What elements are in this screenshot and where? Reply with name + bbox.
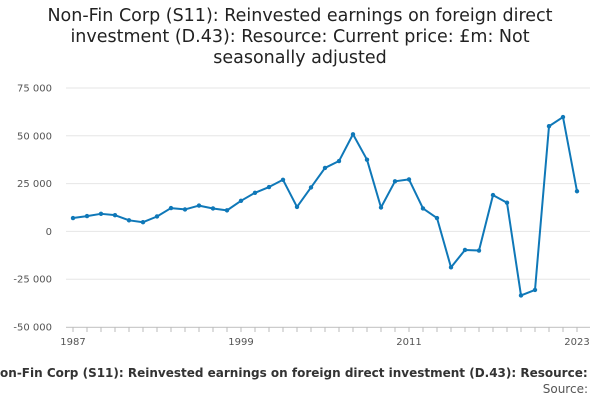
data-point[interactable] [322, 165, 328, 171]
data-point[interactable] [308, 185, 314, 190]
data-point[interactable] [392, 179, 398, 184]
data-point[interactable] [560, 114, 566, 120]
data-point[interactable] [378, 205, 384, 210]
y-tick-label: -25 000 [13, 275, 52, 286]
legend: Non-Fin Corp (S11): Reinvested earnings … [0, 366, 590, 380]
x-tick-label: 2023 [564, 337, 589, 348]
data-point[interactable] [252, 190, 258, 195]
data-point[interactable] [448, 265, 454, 270]
data-point[interactable] [140, 220, 146, 225]
data-point[interactable] [210, 206, 216, 211]
data-point[interactable] [350, 132, 356, 137]
data-point[interactable] [84, 213, 90, 219]
source-label: Source: [542, 382, 588, 396]
data-point[interactable] [420, 206, 426, 211]
data-point[interactable] [476, 248, 482, 253]
y-tick-label: 50 000 [17, 131, 52, 142]
data-point[interactable] [490, 192, 496, 198]
data-point[interactable] [434, 215, 440, 221]
data-point[interactable] [126, 218, 132, 223]
chart-title: Non-Fin Corp (S11): Reinvested earnings … [0, 6, 600, 69]
x-tick-label: 1999 [228, 337, 253, 348]
y-axis-ticks: 75 000 50 000 25 000 0 -25 000 -50 000 [13, 84, 52, 334]
data-point[interactable] [546, 124, 552, 129]
y-tick-label: 75 000 [17, 84, 52, 95]
data-point[interactable] [98, 211, 104, 217]
data-point[interactable] [266, 184, 272, 190]
data-point[interactable] [154, 214, 160, 219]
chart-title-line-1: Non-Fin Corp (S11): Reinvested earnings … [47, 6, 553, 26]
y-tick-label: 25 000 [17, 179, 52, 190]
series-line [72, 116, 578, 297]
chart-title-line-3: seasonally adjusted [213, 48, 387, 68]
data-point[interactable] [182, 207, 188, 212]
x-axis: 1987 1999 2011 2023 [60, 327, 590, 348]
y-tick-label: 0 [46, 227, 52, 238]
data-point[interactable] [406, 177, 412, 182]
data-point[interactable] [196, 203, 202, 208]
gridlines [66, 87, 590, 328]
x-tick-label: 2011 [396, 337, 421, 348]
data-point[interactable] [504, 200, 510, 205]
data-point[interactable] [168, 205, 174, 211]
data-point[interactable] [238, 198, 244, 204]
data-point[interactable] [336, 158, 342, 164]
legend-entry: Non-Fin Corp (S11): Reinvested earnings … [0, 366, 590, 380]
data-point[interactable] [364, 157, 370, 162]
data-point[interactable] [70, 215, 76, 221]
data-point[interactable] [224, 208, 230, 213]
data-point[interactable] [112, 212, 118, 218]
data-point[interactable] [280, 177, 286, 182]
data-point[interactable] [574, 189, 580, 194]
series-layer [70, 114, 580, 298]
x-tick-label: 1987 [60, 337, 85, 348]
y-tick-label: -50 000 [13, 323, 52, 334]
chart-title-line-2: investment (D.43): Resource: Current pri… [70, 27, 530, 47]
data-point[interactable] [532, 287, 538, 293]
data-point[interactable] [518, 293, 524, 298]
data-point[interactable] [294, 204, 300, 210]
data-point[interactable] [462, 247, 468, 253]
